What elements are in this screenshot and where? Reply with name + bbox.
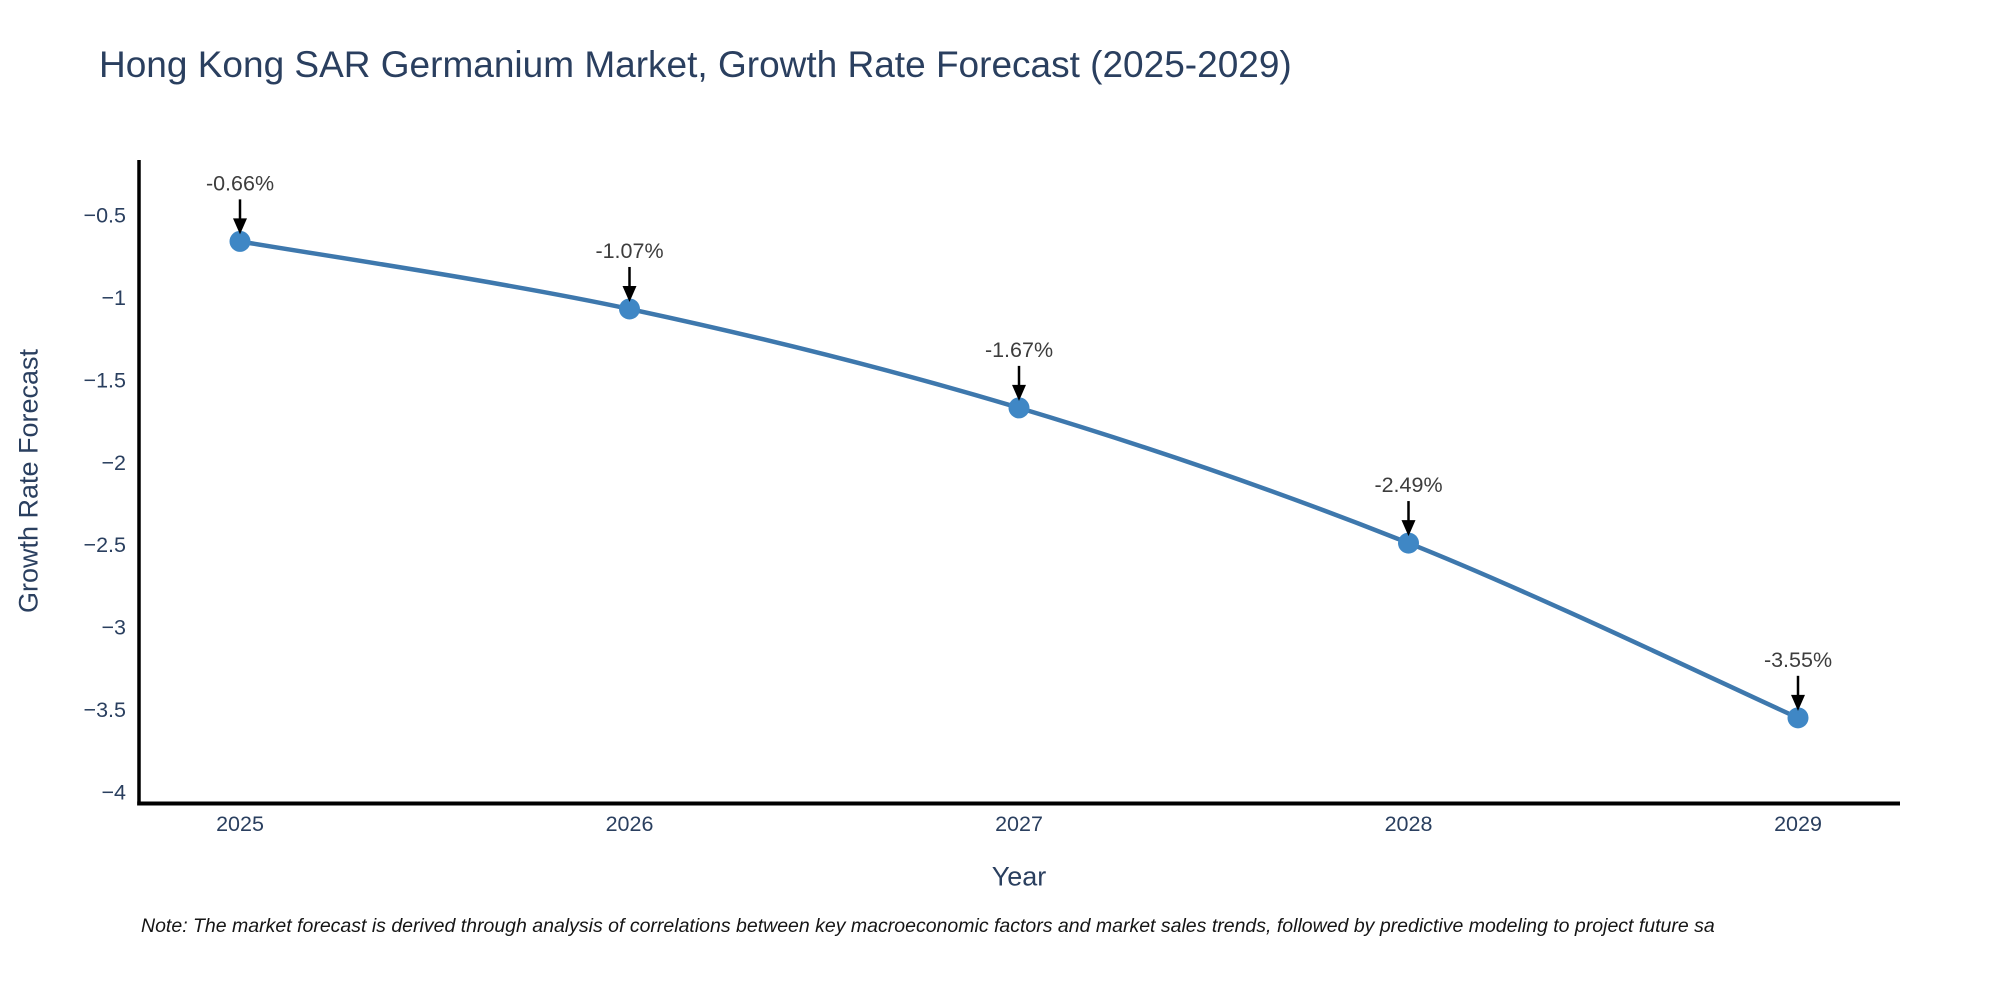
y-axis-title: Growth Rate Forecast — [13, 348, 44, 614]
annotation-arrowhead — [233, 218, 247, 235]
y-tick-label: −2.5 — [84, 533, 126, 557]
annotation-arrowhead — [1791, 694, 1805, 711]
chart-title: Hong Kong SAR Germanium Market, Growth R… — [99, 44, 1292, 85]
x-tick-label: 2029 — [1774, 812, 1822, 836]
y-tick-label: −1 — [101, 286, 126, 310]
x-tick-label: 2027 — [995, 812, 1043, 836]
x-tick-label: 2028 — [1385, 812, 1433, 836]
annotation-arrowhead — [1012, 384, 1026, 401]
y-tick-label: −2 — [101, 451, 126, 475]
y-tick-label: −1.5 — [84, 368, 126, 392]
data-point-marker — [229, 230, 251, 252]
annotation-label: -1.67% — [985, 338, 1053, 362]
x-tick-label: 2026 — [606, 812, 654, 836]
annotation-arrowhead — [1401, 520, 1416, 537]
annotation-arrowhead — [622, 285, 637, 302]
annotation-label: -2.49% — [1374, 473, 1442, 497]
y-tick-label: −4 — [101, 780, 126, 804]
x-axis-title: Year — [991, 861, 1047, 892]
x-tick-label: 2025 — [216, 812, 264, 836]
data-point-marker — [1008, 397, 1030, 419]
annotation-label: -1.07% — [595, 239, 663, 263]
annotation-label: -0.66% — [206, 171, 274, 195]
y-tick-label: −0.5 — [84, 204, 126, 228]
data-point-marker — [619, 298, 640, 320]
footnote-container: Note: The market forecast is derived thr… — [141, 915, 2000, 949]
series-line — [237, 239, 1801, 721]
data-point-marker — [1398, 532, 1419, 554]
y-tick-label: −3 — [101, 616, 126, 640]
annotation-label: -3.55% — [1764, 648, 1832, 672]
footnote: Note: The market forecast is derived thr… — [141, 915, 1715, 937]
y-tick-label: −3.5 — [84, 698, 126, 722]
data-point-marker — [1787, 707, 1809, 729]
